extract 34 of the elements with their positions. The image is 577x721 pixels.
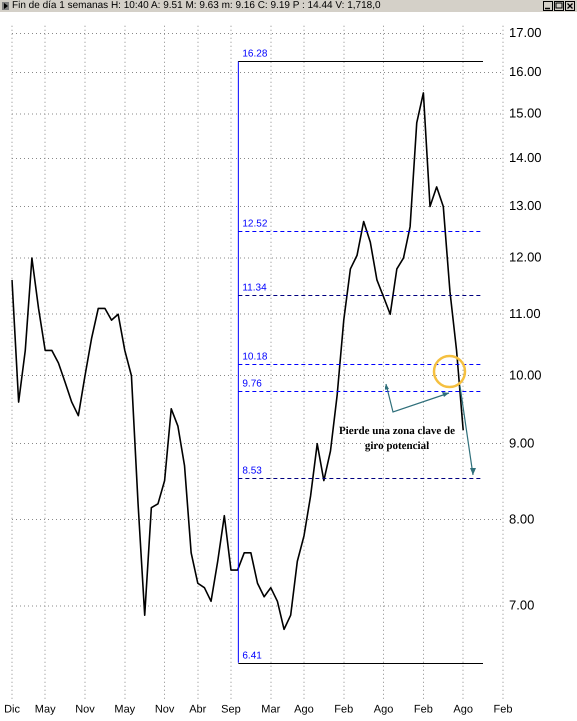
x-tick-label: Feb [334,704,354,716]
x-tick-label: Ago [374,704,394,716]
y-tick-label: 11.00 [509,306,541,321]
ref-line-label: 11.34 [242,282,268,294]
x-tick-label: Feb [494,704,512,716]
x-tick-label: Dic [4,704,20,716]
ref-line-label: 10.18 [242,351,268,362]
ref-line-label: 9.76 [242,378,262,390]
x-tick-label: Mar [261,704,281,716]
x-tick-label: Nov [154,704,175,716]
y-tick-label: 7.00 [509,597,534,612]
x-tick-label: May [114,704,136,716]
annotation: Pierde una zona clave de giro potencial [338,424,456,454]
chart-title: Fin de día 1 semanas H: 10:40 A: 9.51 M: 9.63 m: 9.16 C: 9.19 P : 14.44 V: 1,718,0 [12,0,381,12]
ref-line-label: 6.41 [242,650,262,662]
x-tick-label: Nov [75,704,96,716]
ref-line-label: 16.28 [242,48,268,60]
y-tick-label: 9.00 [509,435,534,450]
x-tick-label: Abr [189,704,207,716]
y-tick-label: 14.00 [509,150,542,166]
y-tick-label: 8.00 [509,511,534,526]
y-tick-label: 17.00 [509,24,542,40]
x-tick-label: May [34,704,56,716]
y-tick-label: 16.00 [509,64,542,80]
y-tick-label: 15.00 [509,106,542,121]
ref-line-label: 12.52 [242,218,268,230]
ref-line-label: 8.53 [242,465,262,476]
y-tick-label: 12.00 [509,250,542,265]
x-tick-label: Sep [221,704,241,716]
x-tick-label: Ago [453,704,473,716]
y-tick-label: 13.00 [509,198,542,214]
x-tick-label: Ago [294,704,314,716]
y-tick-label: 10.00 [509,367,542,382]
x-tick-label: Feb [414,704,433,716]
